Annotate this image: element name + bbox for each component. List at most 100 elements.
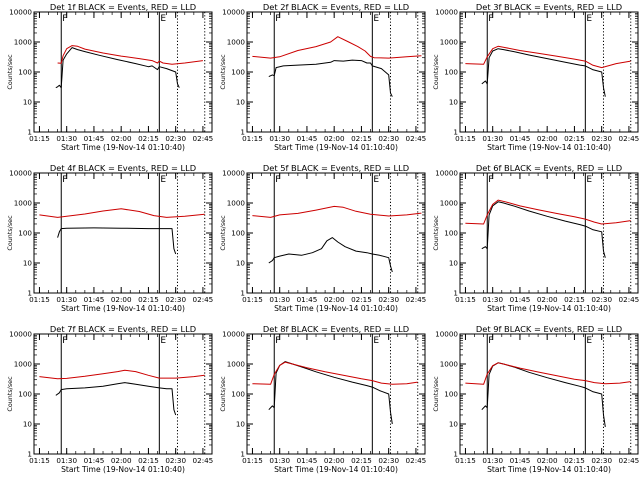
lld-series-line	[252, 361, 418, 385]
x-tick-label: 02:00	[537, 134, 558, 143]
x-tick-label: 01:30	[56, 456, 77, 465]
events-series-line	[481, 362, 606, 427]
panel-title: Det 5f BLACK = Events, RED = LLD	[263, 163, 409, 173]
plot-frame	[459, 11, 639, 133]
x-tick-label: 02:15	[564, 456, 585, 465]
plot-frame	[459, 333, 639, 455]
plot-frame	[33, 333, 213, 455]
x-tick-label: 01:45	[510, 134, 531, 143]
y-tick-label: 10	[449, 98, 459, 107]
x-axis-label: Start Time (19-Nov-14 01:10:40)	[274, 304, 398, 313]
x-tick-label: 02:30	[165, 295, 186, 304]
panel-title: Det 6f BLACK = Events, RED = LLD	[476, 163, 622, 173]
x-tick-label: 02:15	[138, 295, 159, 304]
x-axis-label: Start Time (19-Nov-14 01:10:40)	[61, 465, 185, 474]
x-tick-label: 02:00	[324, 295, 345, 304]
x-tick-label: 02:00	[111, 295, 132, 304]
y-axis-label: Counts/sec	[6, 215, 14, 251]
x-tick-label: 02:15	[138, 456, 159, 465]
events-series-line	[55, 47, 180, 89]
x-tick-label: 02:45	[193, 456, 214, 465]
lld-series-line	[39, 208, 205, 218]
y-tick-label: 1	[240, 289, 245, 298]
x-axis-label: Start Time (19-Nov-14 01:10:40)	[487, 465, 611, 474]
y-tick-label: 100	[444, 390, 458, 399]
x-tick-label: 01:45	[84, 134, 105, 143]
y-tick-label: 10	[23, 259, 33, 268]
y-tick-label: 10000	[222, 330, 245, 339]
lld-series-line	[57, 45, 203, 65]
x-tick-label: 01:45	[510, 456, 531, 465]
x-tick-label: 02:30	[591, 295, 612, 304]
y-tick-label: 10000	[9, 8, 32, 17]
y-axis-label: Counts/sec	[219, 376, 227, 412]
x-tick-label: 01:15	[455, 456, 476, 465]
y-tick-label: 1000	[14, 360, 33, 369]
y-tick-label: 10000	[9, 330, 32, 339]
panel-title: Det 1f BLACK = Events, RED = LLD	[50, 2, 196, 12]
plot-frame	[459, 172, 639, 294]
x-tick-label: 01:45	[297, 456, 318, 465]
panel-title: Det 2f BLACK = Events, RED = LLD	[263, 2, 409, 12]
x-tick-label: 01:15	[455, 134, 476, 143]
x-axis-label: Start Time (19-Nov-14 01:10:40)	[274, 465, 398, 474]
x-tick-label: 02:45	[193, 134, 214, 143]
x-axis-label: Start Time (19-Nov-14 01:10:40)	[274, 143, 398, 152]
events-series-line	[57, 227, 177, 255]
x-tick-label: 02:45	[406, 134, 427, 143]
x-tick-label: 02:15	[564, 134, 585, 143]
x-tick-label: 01:45	[297, 134, 318, 143]
x-tick-label: 02:15	[351, 295, 372, 304]
y-tick-label: 10	[236, 420, 246, 429]
y-tick-label: 100	[231, 68, 245, 77]
marker-letter: E	[586, 336, 592, 346]
x-tick-label: 02:00	[324, 456, 345, 465]
x-tick-label: 02:30	[378, 134, 399, 143]
x-axis-label: Start Time (19-Nov-14 01:10:40)	[61, 304, 185, 313]
x-tick-label: 02:30	[591, 456, 612, 465]
y-tick-label: 1000	[440, 199, 459, 208]
y-tick-label: 10000	[435, 8, 458, 17]
x-tick-label: 02:00	[111, 456, 132, 465]
x-tick-label: 02:15	[564, 295, 585, 304]
y-tick-label: 1000	[440, 38, 459, 47]
x-tick-label: 02:45	[619, 456, 640, 465]
x-tick-label: 01:15	[29, 456, 50, 465]
events-series-line	[268, 59, 393, 97]
y-tick-label: 1000	[227, 199, 246, 208]
marker-letter: F	[275, 14, 280, 24]
panel-det-1: Det 1f BLACK = Events, RED = LLD 1 10 100 10…	[6, 2, 213, 152]
panel-det-7: Det 7f BLACK = Events, RED = LLD 1 10 100 10…	[6, 324, 213, 474]
x-tick-label: 01:15	[242, 456, 263, 465]
y-tick-label: 1	[27, 128, 32, 137]
x-tick-label: 02:00	[537, 456, 558, 465]
x-tick-label: 02:30	[378, 295, 399, 304]
panel-title: Det 3f BLACK = Events, RED = LLD	[476, 2, 622, 12]
x-axis-label: Start Time (19-Nov-14 01:10:40)	[61, 143, 185, 152]
panel-det-4: Det 4f BLACK = Events, RED = LLD 1 10 100 10…	[6, 163, 213, 313]
y-tick-label: 10	[23, 98, 33, 107]
x-tick-label: 02:45	[406, 295, 427, 304]
x-tick-label: 01:30	[269, 295, 290, 304]
y-tick-label: 100	[18, 229, 32, 238]
panel-det-2: Det 2f BLACK = Events, RED = LLD 1 10 100 10…	[219, 2, 426, 152]
x-tick-label: 02:15	[351, 134, 372, 143]
plot-frame	[246, 333, 426, 455]
x-tick-label: 02:30	[591, 134, 612, 143]
x-tick-label: 01:45	[84, 295, 105, 304]
marker-letter: F	[488, 336, 493, 346]
plot-frame	[33, 11, 213, 133]
marker-letter: E	[160, 175, 166, 185]
y-axis-label: Counts/sec	[6, 376, 14, 412]
marker-letter: E	[586, 14, 592, 24]
x-tick-label: 01:30	[269, 456, 290, 465]
x-tick-label: 02:45	[406, 456, 427, 465]
y-tick-label: 10	[449, 259, 459, 268]
x-axis-label: Start Time (19-Nov-14 01:10:40)	[487, 304, 611, 313]
panel-title: Det 7f BLACK = Events, RED = LLD	[50, 324, 196, 334]
panel-det-6: Det 6f BLACK = Events, RED = LLD 1 10 100 10…	[432, 163, 639, 313]
y-tick-label: 10	[236, 98, 246, 107]
panel-det-8: Det 8f BLACK = Events, RED = LLD 1 10 100 10…	[219, 324, 426, 474]
marker-letter: F	[275, 175, 280, 185]
